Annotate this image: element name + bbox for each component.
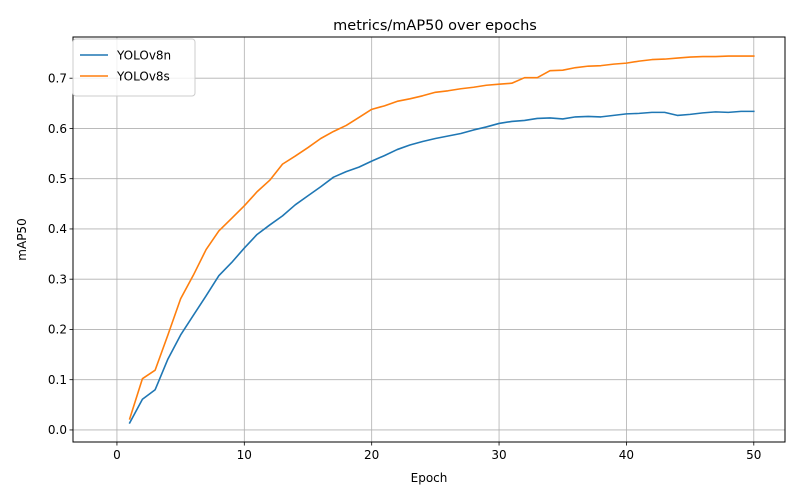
legend-label-yolov8s: YOLOv8s (116, 69, 170, 83)
series-lines (128, 55, 755, 424)
y-tick-label: 0.0 (48, 423, 67, 437)
x-tick-label: 20 (364, 448, 379, 462)
legend-label-yolov8n: YOLOv8n (116, 48, 171, 62)
x-tick-label: 30 (491, 448, 506, 462)
series-line-yolov8n (128, 110, 755, 424)
x-tick-label: 40 (619, 448, 634, 462)
y-axis-label: mAP50 (15, 218, 29, 260)
legend: YOLOv8n YOLOv8s (72, 38, 196, 97)
y-tick-label: 0.6 (48, 122, 67, 136)
y-tick-label: 0.1 (48, 373, 67, 387)
x-tick-label: 0 (113, 448, 121, 462)
y-tick-label: 0.5 (48, 172, 67, 186)
chart-title: metrics/mAP50 over epochs (333, 18, 537, 34)
y-axis-ticks: 0.0 0.1 0.2 0.3 0.4 0.5 0.6 0.7 (48, 72, 73, 437)
x-axis-ticks: 0 10 20 30 40 50 (113, 442, 761, 462)
grid (73, 37, 785, 442)
plot-frame (72, 36, 786, 443)
y-tick-label: 0.3 (48, 272, 67, 286)
legend-box (72, 38, 196, 97)
x-axis-label: Epoch (411, 471, 448, 485)
y-tick-label: 0.7 (48, 72, 67, 86)
series-line-yolov8s (128, 55, 755, 420)
y-tick-label: 0.2 (48, 323, 67, 337)
y-tick-label: 0.4 (48, 222, 67, 236)
x-tick-label: 10 (237, 448, 252, 462)
x-tick-label: 50 (746, 448, 761, 462)
